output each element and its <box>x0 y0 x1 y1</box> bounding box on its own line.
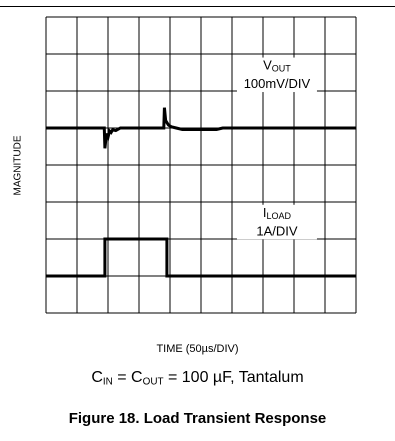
traces <box>46 107 356 278</box>
figure-caption: Figure 18. Load Transient Response <box>68 410 327 427</box>
trace-iload <box>46 237 356 278</box>
trace-label-iload: ILOAD 1A/DIV <box>236 204 317 240</box>
trace-scale: 100mV/DIV <box>244 76 311 91</box>
label-background <box>236 204 317 240</box>
trace-name: VOUT <box>263 58 291 74</box>
equals-sign: = <box>112 369 132 386</box>
trace-label-vout: VOUT 100mV/DIV <box>236 57 317 93</box>
trace-labels: VOUT 100mV/DIV ILOAD 1A/DIV <box>236 57 317 240</box>
test-conditions: CIN = COUT = 100 µF, Tantalum <box>0 369 395 387</box>
conditions-value: = 100 µF, Tantalum <box>163 369 304 386</box>
x-axis-label: TIME (50µs/DIV) <box>156 343 239 355</box>
y-axis-label: MAGNITUDE <box>12 135 24 196</box>
label-background <box>236 57 317 93</box>
trace-scale: 1A/DIV <box>256 223 298 238</box>
trace-name: ILOAD <box>263 205 292 221</box>
cout-symbol: COUT <box>131 369 164 388</box>
trace-vout <box>46 107 356 149</box>
cin-symbol: CIN <box>91 369 113 388</box>
top-rule <box>0 6 395 7</box>
oscilloscope-plot: VOUT 100mV/DIV ILOAD 1A/DIV <box>45 16 357 314</box>
